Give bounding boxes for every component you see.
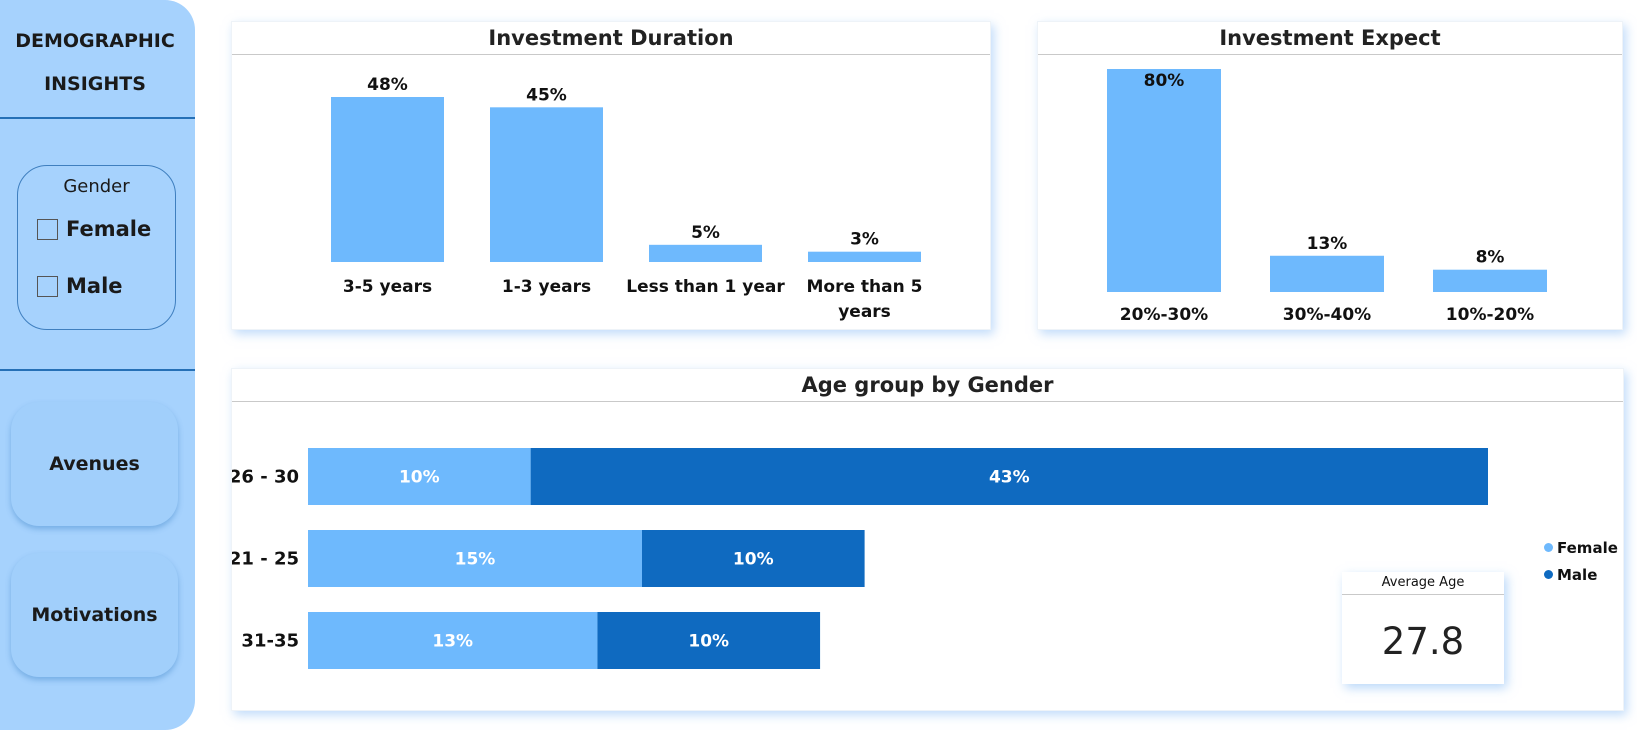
category-label-less-than-1-year: Less than 1 year [626, 277, 785, 297]
data-label-1-3-years: 45% [526, 85, 567, 105]
data-label-20-30: 80% [1144, 71, 1185, 91]
investment-expect-chart: 80% 20%-30% 13% 30%-40% 8% 10%-20% [1107, 69, 1547, 325]
data-label-female-31-35: 13% [432, 632, 473, 652]
gender-slicer-title: Gender [63, 176, 130, 197]
average-age-card: Average Age 27.8 [1342, 572, 1504, 684]
female-legend-dot [1544, 543, 1553, 552]
bar-more-than-5-years [808, 251, 921, 262]
investment-expect-title: Investment Expect [1038, 22, 1622, 55]
sidebar-divider-top [0, 117, 195, 119]
data-label-male-26-30: 43% [989, 468, 1030, 488]
sidebar: DEMOGRAPHIC INSIGHTS Gender Female Male … [0, 0, 195, 730]
bar-male-31-35 [597, 612, 821, 669]
male-option-label: Male [66, 274, 123, 298]
age-group-legend: Female Male [1544, 534, 1618, 588]
male-legend-dot [1544, 570, 1553, 579]
sidebar-divider-bottom [0, 369, 195, 371]
investment-duration-chart: 48% 3-5 years 45% 1-3 years 5% Less than 1 ye… [331, 75, 923, 322]
motivations-button[interactable]: Motivations [11, 553, 178, 677]
bar-female-21-25 [308, 530, 642, 587]
data-label-30-40: 13% [1307, 234, 1348, 254]
data-label-female-21-25: 15% [455, 550, 496, 570]
data-label-less-than-1-year: 5% [691, 223, 720, 243]
bar-male-21-25 [641, 530, 865, 587]
dashboard-title-line1: DEMOGRAPHIC [15, 30, 175, 52]
gender-option-female[interactable]: Female [37, 217, 151, 241]
bar-20-30 [1107, 69, 1221, 292]
bar-female-31-35 [308, 612, 598, 669]
bar-female-26-30 [308, 448, 531, 505]
legend-item-male[interactable]: Male [1544, 561, 1618, 588]
data-label-female-26-30: 10% [399, 468, 440, 488]
bar-male-26-30 [530, 448, 1488, 505]
investment-duration-title: Investment Duration [232, 22, 990, 55]
category-label-more-than-5-years: More than 5 years [807, 277, 923, 322]
dashboard-title: DEMOGRAPHIC INSIGHTS [0, 20, 190, 106]
male-legend-label: Male [1557, 565, 1598, 584]
female-legend-label: Female [1557, 538, 1618, 557]
data-label-more-than-5-years: 3% [850, 230, 879, 250]
dashboard-title-line2: INSIGHTS [44, 73, 146, 95]
average-age-value: 27.8 [1381, 620, 1465, 663]
legend-item-female[interactable]: Female [1544, 534, 1618, 561]
data-label-10-20: 8% [1476, 248, 1505, 268]
age-group-chart: 26 - 30 10% 43% 21 - 25 15% 10% 31-35 13% 10% [232, 448, 1488, 669]
age-label-26-30: 26 - 30 [232, 467, 299, 488]
data-label-3-5-years: 48% [367, 75, 408, 95]
age-group-card: Age group by Gender 26 - 30 10% 43% 21 - 25… [231, 368, 1624, 711]
bar-30-40 [1270, 255, 1384, 292]
age-group-title: Age group by Gender [232, 369, 1623, 402]
male-checkbox[interactable] [37, 275, 58, 297]
investment-expect-card: Investment Expect 80% 20%-30% 13% 30%-40% 8%… [1037, 21, 1623, 330]
female-checkbox[interactable] [37, 218, 58, 240]
female-option-label: Female [66, 217, 152, 241]
category-label-1-3-years: 1-3 years [502, 277, 591, 297]
category-label-30-40: 30%-40% [1283, 305, 1371, 325]
investment-duration-card: Investment Duration 48% 3-5 years 45% 1-3 y… [231, 21, 991, 330]
bar-10-20 [1433, 269, 1547, 292]
bar-less-than-1-year [649, 244, 762, 262]
category-label-3-5-years: 3-5 years [343, 277, 432, 297]
age-label-21-25: 21 - 25 [232, 549, 299, 570]
bar-1-3-years [490, 107, 603, 262]
gender-slicer: Gender Female Male [17, 165, 176, 330]
bar-3-5-years [331, 97, 444, 262]
avenues-button[interactable]: Avenues [11, 402, 178, 526]
data-label-male-21-25: 10% [733, 550, 774, 570]
data-label-male-31-35: 10% [688, 632, 729, 652]
age-label-31-35: 31-35 [241, 631, 299, 652]
average-age-title: Average Age [1342, 572, 1504, 595]
category-label-20-30: 20%-30% [1120, 305, 1208, 325]
gender-option-male[interactable]: Male [37, 274, 123, 298]
category-label-10-20: 10%-20% [1446, 305, 1534, 325]
